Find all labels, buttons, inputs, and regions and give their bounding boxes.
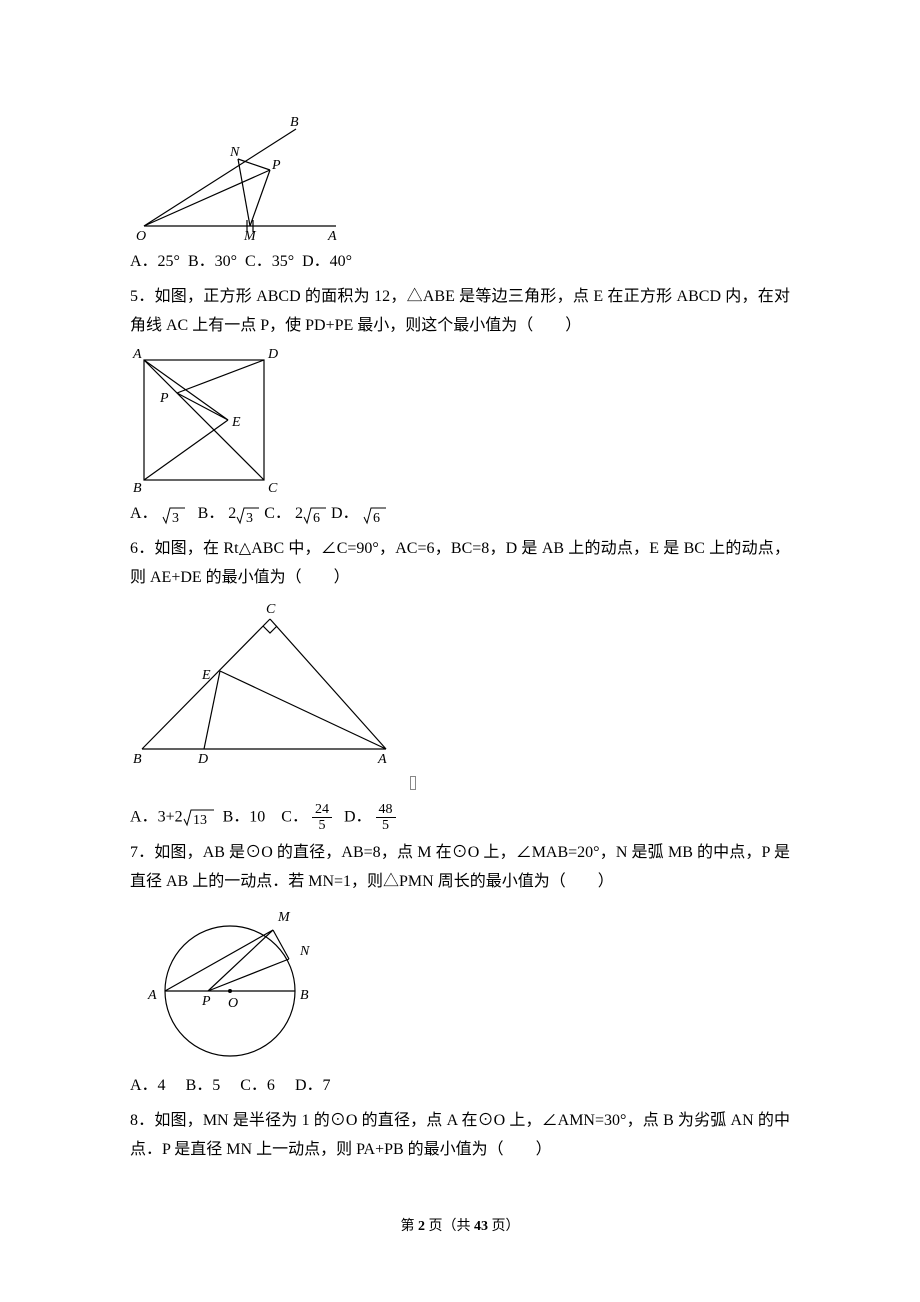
svg-text:N: N (299, 944, 310, 959)
q6-text: 6．如图，在 Rt△ABC 中，∠C=90°，AC=6，BC=8，D 是 AB … (130, 535, 790, 593)
q6-a-text1: 3+2 (158, 808, 183, 825)
q5-b-coef: 2 (228, 505, 236, 522)
svg-text:O: O (136, 229, 146, 244)
svg-text:D: D (197, 752, 208, 767)
svg-text:A: A (377, 752, 387, 767)
q7-opt-a: A．4 (130, 1077, 166, 1094)
page-footer: 第 2 页（共 43 页） (130, 1214, 790, 1239)
q8-text: 8．如图，MN 是半径为 1 的⊙O 的直径，点 A 在⊙O 上，∠AMN=30… (130, 1107, 790, 1165)
svg-text:N: N (229, 145, 240, 160)
q6-opt-b: B．10 (223, 808, 266, 825)
svg-text:B: B (133, 752, 142, 767)
q6-d-den: 5 (376, 818, 396, 833)
q6-options: A．3+213 B．10 C． 245 D． 485 (130, 802, 790, 834)
footer-middle: 页（共 (425, 1219, 474, 1234)
q5-opt-d-prefix: D． (331, 505, 359, 522)
svg-text:M: M (277, 910, 291, 925)
q6-c-num: 24 (312, 802, 332, 818)
q5-opt-c-prefix: C． (264, 505, 291, 522)
q6-opt-c-prefix: C． (281, 808, 308, 825)
svg-text:E: E (201, 668, 211, 683)
q6-d-num: 48 (376, 802, 396, 818)
svg-text:B: B (133, 481, 142, 496)
svg-text:E: E (231, 415, 241, 430)
q4-figure: O M A B N P (130, 114, 790, 244)
svg-text:O: O (228, 996, 238, 1011)
svg-text:D: D (267, 347, 278, 362)
sqrt-icon: 3 (236, 505, 260, 525)
svg-text:A: A (327, 229, 337, 244)
footer-suffix: 页） (488, 1219, 520, 1234)
svg-text:C: C (268, 481, 278, 496)
q5-text: 5．如图，正方形 ABCD 的面积为 12，△ABE 是等边三角形，点 E 在正… (130, 283, 790, 341)
svg-text:C: C (266, 602, 276, 617)
sqrt-icon: 6 (303, 505, 327, 525)
svg-text:M: M (243, 229, 257, 244)
svg-text:B: B (290, 115, 299, 130)
svg-text:13: 13 (193, 813, 207, 827)
q7-opt-c: C．6 (240, 1077, 275, 1094)
q5-a-val: 3 (172, 511, 179, 525)
sqrt-icon: 13 (183, 807, 215, 827)
svg-text:B: B (300, 988, 309, 1003)
q5-figure: A D B C P E (130, 346, 790, 496)
q4-opt-a: A．25° (130, 253, 180, 270)
footer-total: 43 (474, 1219, 488, 1234)
q7-opt-d: D．7 (295, 1077, 331, 1094)
svg-text:3: 3 (246, 511, 253, 525)
q7-figure: A B M N P O (130, 903, 790, 1068)
svg-text:6: 6 (313, 511, 320, 525)
q5-options: A． 3 B． 23 C． 26 D． 6 (130, 500, 790, 529)
q5-c-coef: 2 (295, 505, 303, 522)
q7-options: A．4 B．5 C．6 D．7 (130, 1072, 790, 1101)
q6-opt-d-prefix: D． (344, 808, 372, 825)
svg-text:A: A (132, 347, 142, 362)
sqrt-icon: 6 (363, 505, 387, 525)
q5-opt-a-prefix: A． (130, 505, 158, 522)
svg-text:6: 6 (373, 511, 380, 525)
svg-text:P: P (201, 994, 211, 1009)
svg-text:P: P (271, 158, 281, 173)
q5-opt-b-prefix: B． (198, 505, 225, 522)
q7-text: 7．如图，AB 是⊙O 的直径，AB=8，点 M 在⊙O 上，∠MAB=20°，… (130, 839, 790, 897)
sqrt-icon: 3 (162, 505, 186, 525)
q7-opt-b: B．5 (186, 1077, 221, 1094)
svg-text:P: P (159, 391, 169, 406)
q6-opt-a-prefix: A． (130, 808, 158, 825)
q4-opt-c: C．35° (245, 253, 294, 270)
q4-opt-b: B．30° (188, 253, 237, 270)
q4-options: A．25° B．30° C．35° D．40° (130, 248, 790, 277)
q6-c-den: 5 (312, 818, 332, 833)
q4-opt-d: D．40° (302, 253, 352, 270)
svg-text:A: A (147, 988, 157, 1003)
cursor-mark-icon (410, 776, 416, 790)
footer-prefix: 第 (401, 1219, 419, 1234)
q6-d-frac: 485 (376, 802, 396, 834)
q6-c-frac: 245 (312, 802, 332, 834)
q6-figure: B D A E C (130, 599, 790, 798)
footer-page: 2 (418, 1219, 425, 1234)
